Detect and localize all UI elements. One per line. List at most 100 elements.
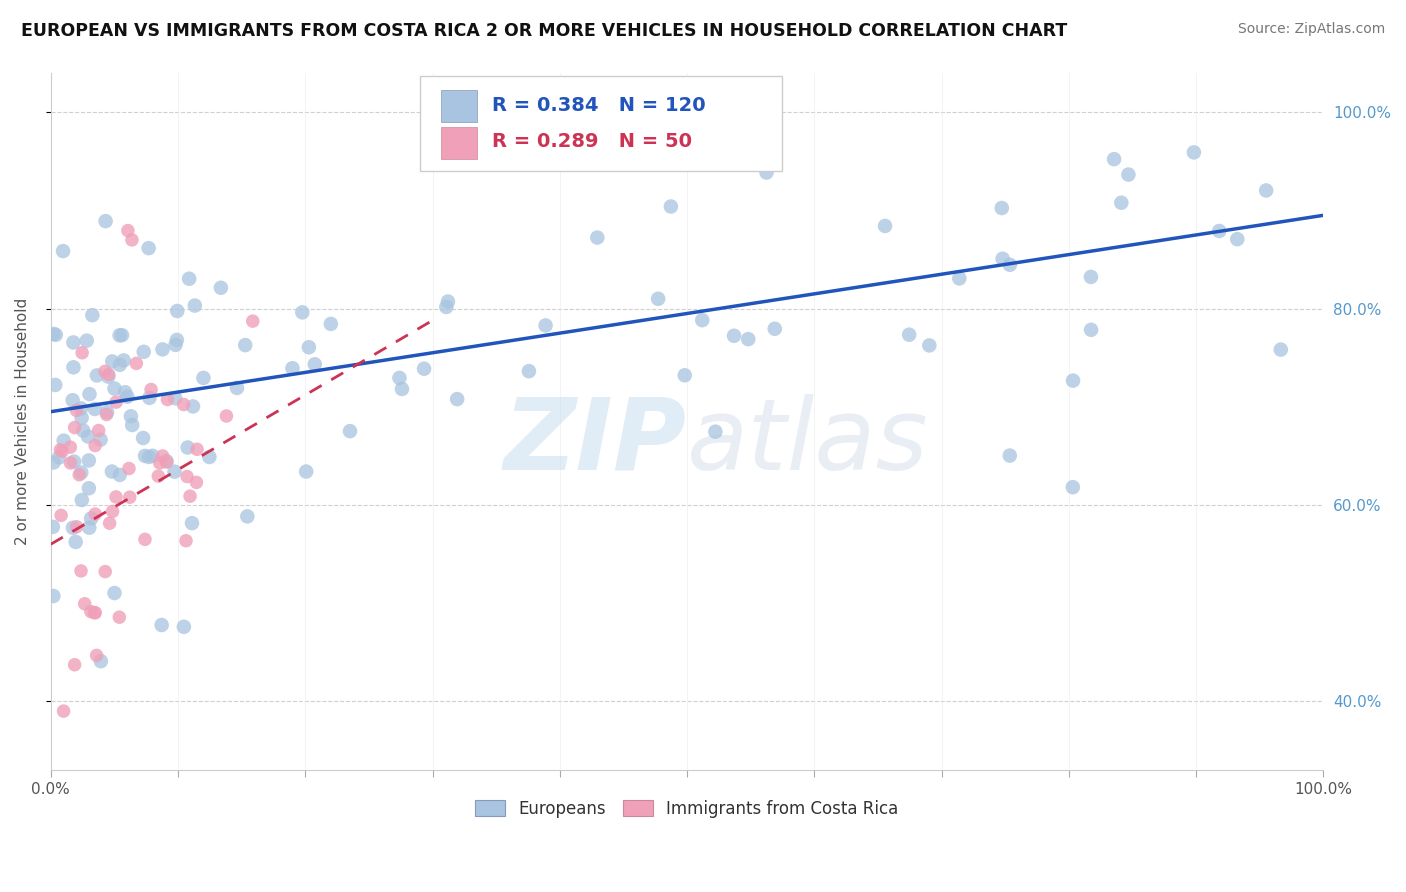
Point xyxy=(873,219,896,233)
Point xyxy=(86,648,108,663)
Point xyxy=(101,504,124,518)
Point xyxy=(1102,152,1125,166)
Point xyxy=(77,521,100,535)
Point xyxy=(90,654,112,668)
Point xyxy=(298,340,321,354)
Point xyxy=(948,271,970,285)
Point xyxy=(52,244,75,258)
Point xyxy=(998,258,1021,272)
Point xyxy=(70,345,93,359)
Point xyxy=(673,368,696,383)
Point xyxy=(70,466,93,480)
Point xyxy=(87,424,110,438)
Point xyxy=(108,358,131,372)
Point xyxy=(1208,224,1230,238)
Point xyxy=(120,409,142,424)
Point xyxy=(166,304,188,318)
Point xyxy=(97,369,120,384)
Point xyxy=(118,490,141,504)
Point xyxy=(1062,480,1084,494)
Point xyxy=(186,475,208,490)
Point xyxy=(77,453,100,467)
Point xyxy=(121,417,143,432)
Point xyxy=(723,328,745,343)
Point xyxy=(156,455,179,469)
Point xyxy=(1062,374,1084,388)
Point xyxy=(70,410,93,425)
Point xyxy=(86,368,108,383)
Point xyxy=(434,300,457,314)
Text: R = 0.384   N = 120: R = 0.384 N = 120 xyxy=(492,95,706,114)
Point xyxy=(65,403,87,417)
Point xyxy=(236,509,259,524)
Point xyxy=(97,368,120,382)
Point xyxy=(134,533,156,547)
Point xyxy=(62,335,84,350)
Point xyxy=(111,328,134,343)
Point xyxy=(1080,323,1102,337)
Point xyxy=(991,201,1014,215)
Text: EUROPEAN VS IMMIGRANTS FROM COSTA RICA 2 OR MORE VEHICLES IN HOUSEHOLD CORRELATI: EUROPEAN VS IMMIGRANTS FROM COSTA RICA 2… xyxy=(21,22,1067,40)
Y-axis label: 2 or more Vehicles in Household: 2 or more Vehicles in Household xyxy=(15,298,30,545)
Point xyxy=(96,408,118,422)
Point xyxy=(176,441,198,455)
Text: R = 0.289   N = 50: R = 0.289 N = 50 xyxy=(492,133,692,152)
Point xyxy=(165,338,187,352)
Point xyxy=(84,438,107,452)
Point xyxy=(391,382,413,396)
Point xyxy=(659,199,682,213)
Point xyxy=(193,371,215,385)
Bar xyxy=(441,128,477,159)
Point xyxy=(176,469,198,483)
Point xyxy=(112,353,135,368)
Point xyxy=(98,516,121,531)
Point xyxy=(77,429,100,443)
Point xyxy=(388,371,411,385)
Point xyxy=(152,343,174,357)
Point xyxy=(59,440,82,454)
Point xyxy=(73,597,96,611)
Bar xyxy=(441,90,477,122)
Point xyxy=(101,465,124,479)
Point xyxy=(84,606,107,620)
Point xyxy=(67,467,90,482)
Point xyxy=(233,338,256,352)
Text: Source: ZipAtlas.com: Source: ZipAtlas.com xyxy=(1237,22,1385,37)
Point xyxy=(1270,343,1292,357)
Point xyxy=(1226,232,1249,246)
Point xyxy=(149,456,172,470)
Point xyxy=(755,165,778,179)
Point xyxy=(125,356,148,370)
Point xyxy=(184,299,207,313)
Point xyxy=(105,395,128,409)
Point xyxy=(49,442,72,457)
Point xyxy=(166,333,188,347)
Point xyxy=(152,449,174,463)
Point xyxy=(226,381,249,395)
Point xyxy=(94,364,117,378)
Point xyxy=(704,425,727,439)
Point xyxy=(155,454,177,468)
Point xyxy=(242,314,264,328)
Point xyxy=(179,271,201,285)
Text: ZIP: ZIP xyxy=(505,394,688,491)
Point xyxy=(215,409,238,423)
Point xyxy=(101,354,124,368)
Point xyxy=(517,364,540,378)
Point xyxy=(150,618,173,632)
Point xyxy=(52,704,75,718)
Point xyxy=(339,424,361,438)
Point xyxy=(103,382,125,396)
Point xyxy=(108,610,131,624)
Point xyxy=(117,223,139,237)
Point xyxy=(319,317,342,331)
Point xyxy=(173,620,195,634)
Point xyxy=(181,516,204,530)
Point xyxy=(65,535,87,549)
Point xyxy=(165,392,187,406)
Point xyxy=(647,292,669,306)
Point xyxy=(70,564,93,578)
Point xyxy=(80,511,103,525)
Point xyxy=(446,392,468,406)
Point xyxy=(118,461,141,475)
